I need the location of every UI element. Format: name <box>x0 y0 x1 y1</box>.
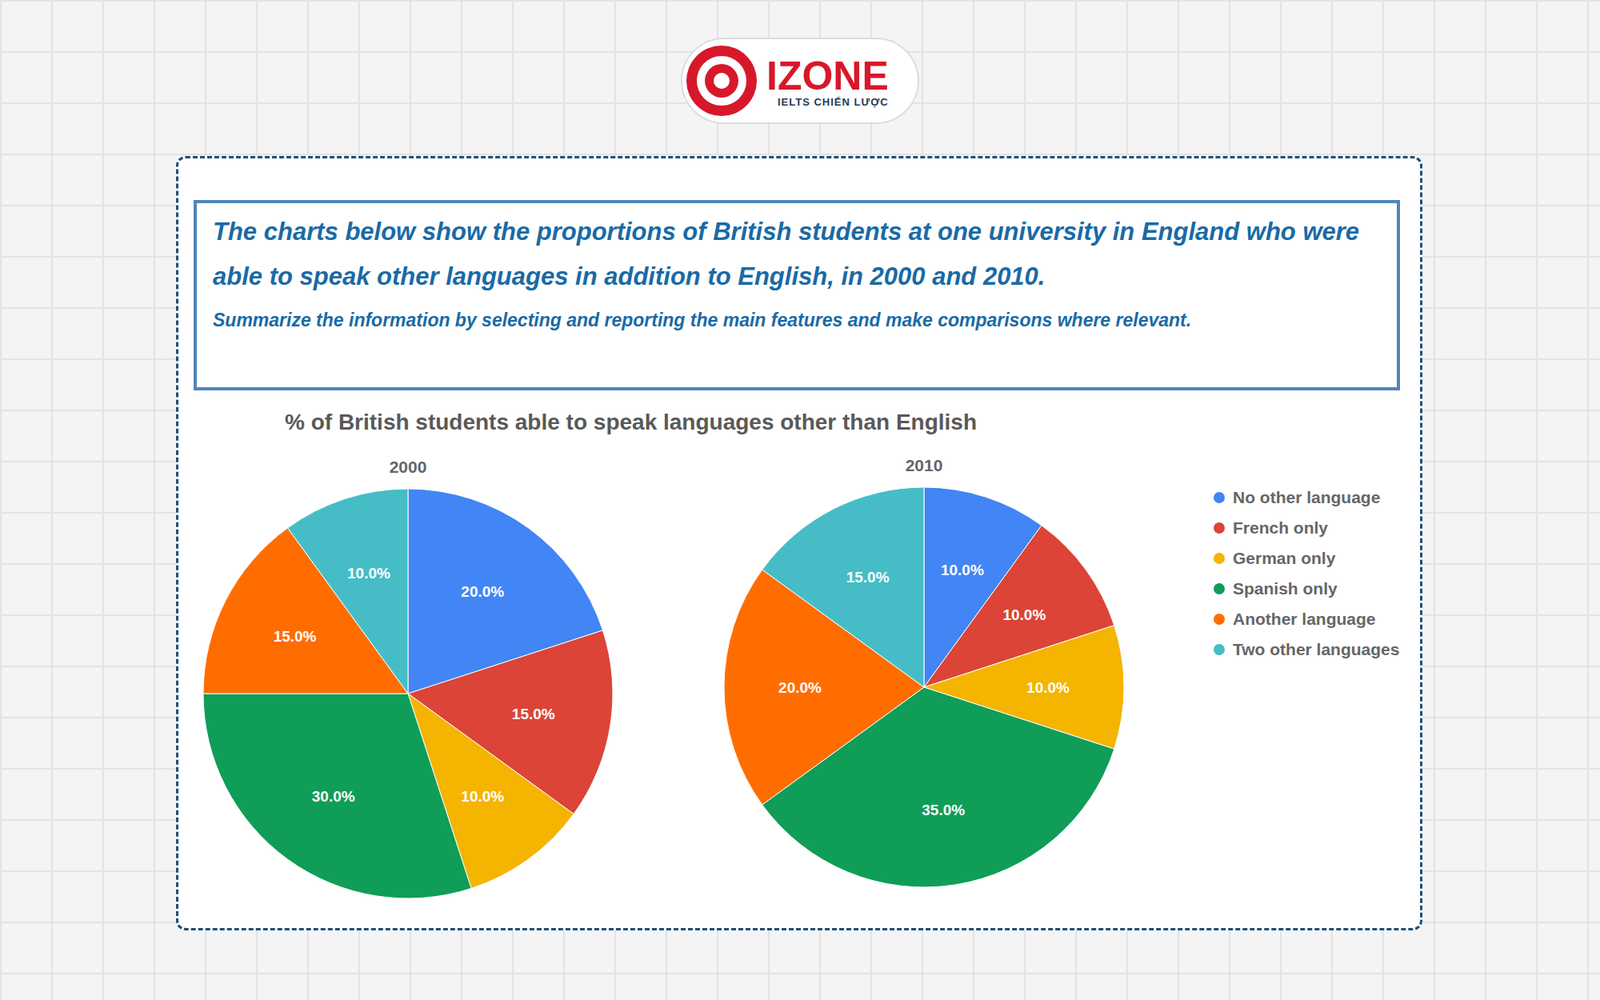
legend-swatch <box>1213 644 1225 656</box>
pie-title: 2010 <box>905 456 944 475</box>
data-label: 20.0% <box>778 679 822 696</box>
pie-slice <box>288 488 408 694</box>
legend-label: German only <box>1232 548 1336 568</box>
pie-chart: 2010 10.0% 10.0% 10.0% 35.0% 20.0% 15.0% <box>724 456 1124 888</box>
legend: No other language French only German only S… <box>1213 488 1400 659</box>
data-label: 10.0% <box>460 788 504 805</box>
data-label: 15.0% <box>512 705 556 723</box>
data-label: 20.0% <box>460 583 504 600</box>
logo-badge <box>681 38 919 124</box>
logo-ring <box>704 64 739 98</box>
task-box: The charts below show the proportions of… <box>193 200 1400 391</box>
legend-swatch <box>1213 613 1225 625</box>
data-label: 30.0% <box>312 788 356 805</box>
pie-title: 2000 <box>389 457 428 476</box>
figure-title: % of British students able to speak lang… <box>284 409 977 435</box>
legend-swatch <box>1213 492 1225 504</box>
legend-label: Two other languages <box>1232 640 1400 659</box>
logo: IZONEIELTS CHIẾN LƯỢC <box>681 38 919 124</box>
logo-text: IZONE <box>766 53 889 99</box>
logo-ring <box>696 56 747 106</box>
legend-swatch <box>1213 522 1225 534</box>
task-prompt: The charts below show the proportions of… <box>212 209 1381 300</box>
logo-ring <box>713 72 730 89</box>
legend-swatch <box>1213 552 1225 564</box>
data-label: 10.0% <box>1026 679 1070 696</box>
data-label: 10.0% <box>1002 606 1046 624</box>
chart-canvas: IZONEIELTS CHIẾN LƯỢC % of British studen… <box>0 0 1600 1000</box>
data-label: 15.0% <box>846 568 890 586</box>
legend-swatch <box>1213 583 1225 595</box>
pie-slice <box>203 693 472 899</box>
data-label: 35.0% <box>921 801 965 819</box>
legend-label: French only <box>1232 518 1328 537</box>
pie-chart: 2000 20.0% 15.0% 10.0% 30.0% 15.0% 10.0% <box>203 457 613 899</box>
legend-label: Spanish only <box>1232 579 1338 598</box>
pie-slice <box>762 487 924 688</box>
legend-label: No other language <box>1232 488 1380 507</box>
data-label: 15.0% <box>273 628 317 645</box>
data-label: 10.0% <box>940 561 984 579</box>
task-instruction: Summarize the information by selecting a… <box>212 305 1381 335</box>
legend-label: Another language <box>1232 609 1376 628</box>
data-label: 10.0% <box>347 564 391 582</box>
logo-ring <box>686 45 757 116</box>
logo-tagline: IELTS CHIẾN LƯỢC <box>777 96 889 108</box>
